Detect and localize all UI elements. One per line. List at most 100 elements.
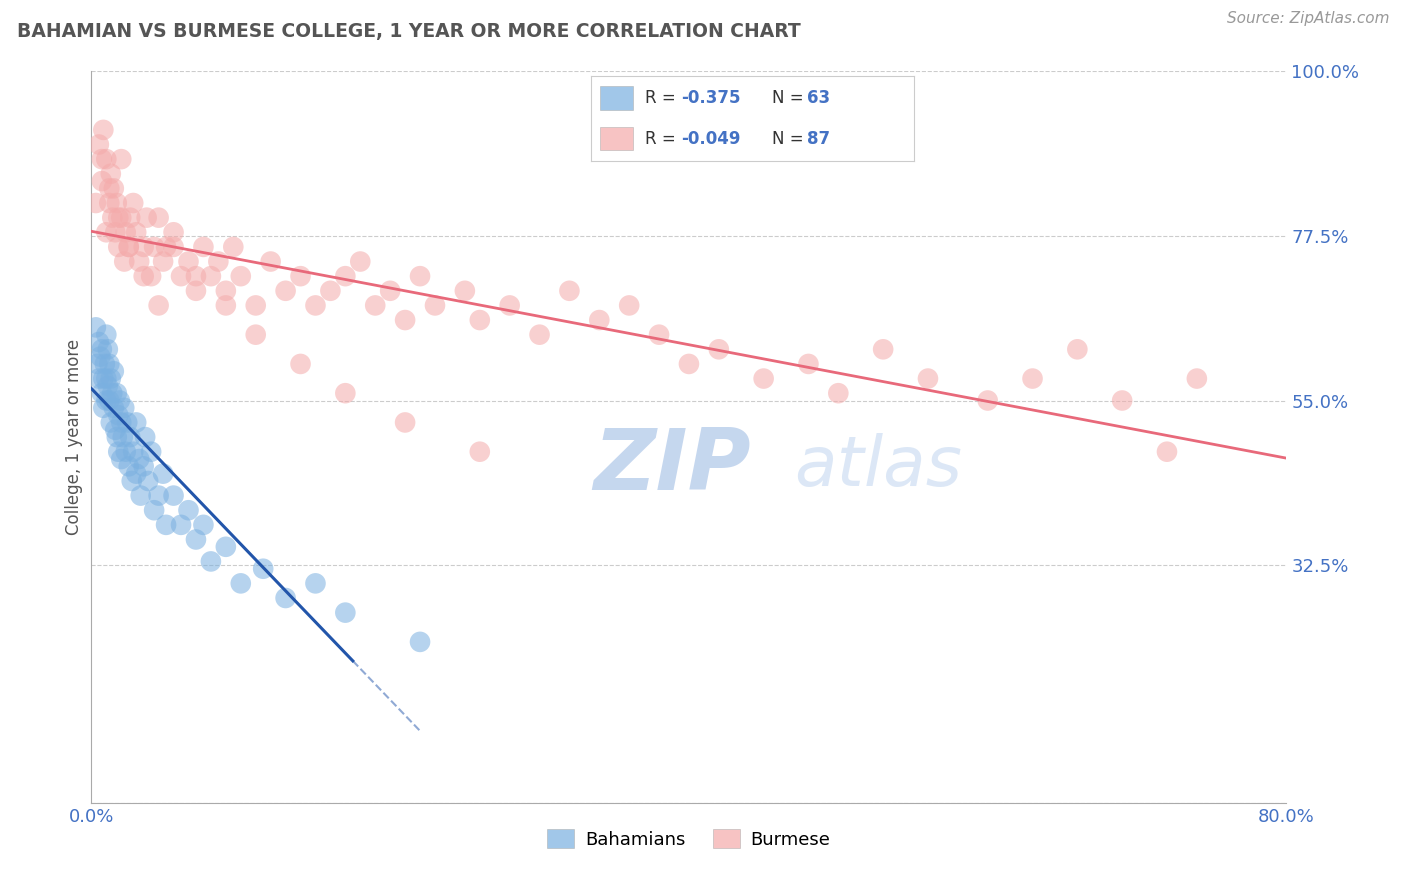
Point: [184, 284, 207, 298]
Point: [84, 320, 107, 334]
Point: [529, 327, 551, 342]
Point: [215, 284, 238, 298]
Point: [93, 123, 115, 137]
Point: [215, 298, 238, 312]
Point: [110, 211, 132, 225]
Point: [104, 225, 127, 239]
Point: [170, 269, 193, 284]
Point: [107, 211, 129, 225]
Point: [290, 357, 312, 371]
Point: [114, 225, 136, 239]
Point: [112, 401, 135, 415]
Point: [125, 416, 148, 430]
Text: R =: R =: [645, 89, 682, 107]
Point: [134, 430, 156, 444]
Point: [141, 269, 163, 284]
Point: [148, 298, 170, 312]
Point: [110, 152, 132, 166]
Point: [394, 416, 416, 430]
Point: [121, 474, 143, 488]
Point: [184, 269, 207, 284]
Point: [707, 343, 730, 357]
Point: [112, 254, 135, 268]
Point: [94, 357, 117, 371]
Point: [105, 386, 128, 401]
Point: [409, 635, 432, 649]
Point: [96, 327, 118, 342]
Text: 63: 63: [807, 89, 831, 107]
Text: -0.375: -0.375: [681, 89, 741, 107]
Point: [90, 152, 112, 166]
Point: [120, 430, 142, 444]
Point: [499, 298, 522, 312]
Text: R =: R =: [645, 129, 682, 147]
Point: [364, 298, 387, 312]
Point: [141, 444, 163, 458]
Point: [229, 576, 252, 591]
Point: [423, 298, 446, 312]
Point: [122, 196, 145, 211]
Point: [558, 284, 581, 298]
Point: [200, 269, 222, 284]
Point: [917, 371, 939, 385]
Point: [90, 174, 112, 188]
Point: [93, 401, 115, 415]
Point: [87, 371, 110, 385]
Text: N =: N =: [772, 89, 808, 107]
Text: -0.049: -0.049: [681, 129, 741, 147]
Point: [90, 343, 112, 357]
Point: [84, 196, 107, 211]
Point: [319, 284, 342, 298]
Point: [107, 444, 129, 458]
Point: [86, 357, 108, 371]
Legend: Bahamians, Burmese: Bahamians, Burmese: [540, 822, 838, 856]
Point: [87, 137, 110, 152]
Point: [148, 489, 170, 503]
Point: [177, 503, 200, 517]
Point: [96, 371, 118, 385]
Point: [118, 240, 141, 254]
Point: [170, 517, 193, 532]
Point: [1111, 393, 1133, 408]
Text: atlas: atlas: [794, 433, 962, 500]
Point: [215, 540, 238, 554]
Point: [110, 416, 132, 430]
Point: [105, 196, 128, 211]
Text: ZIP: ZIP: [593, 425, 751, 508]
Point: [155, 240, 177, 254]
Point: [104, 423, 127, 437]
Point: [128, 254, 150, 268]
Point: [678, 357, 700, 371]
Point: [1021, 371, 1043, 385]
Point: [454, 284, 477, 298]
Point: [290, 269, 312, 284]
Point: [122, 444, 145, 458]
Point: [274, 284, 297, 298]
Point: [152, 254, 174, 268]
Point: [1066, 343, 1088, 357]
Point: [335, 269, 357, 284]
Point: [87, 334, 110, 349]
Point: [98, 196, 121, 211]
Point: [107, 408, 129, 422]
Text: N =: N =: [772, 129, 808, 147]
Point: [143, 240, 166, 254]
Y-axis label: College, 1 year or more: College, 1 year or more: [65, 339, 83, 535]
Point: [193, 240, 215, 254]
Point: [100, 371, 122, 385]
FancyBboxPatch shape: [600, 127, 633, 151]
Point: [103, 401, 125, 415]
Point: [193, 517, 215, 532]
Point: [245, 298, 267, 312]
Point: [125, 467, 148, 481]
Point: [335, 386, 357, 401]
Point: [588, 313, 610, 327]
Point: [162, 489, 184, 503]
Point: [409, 269, 432, 284]
Point: [110, 452, 132, 467]
Point: [155, 517, 177, 532]
Point: [177, 254, 200, 268]
Point: [93, 371, 115, 385]
Point: [98, 181, 121, 195]
Point: [98, 393, 121, 408]
